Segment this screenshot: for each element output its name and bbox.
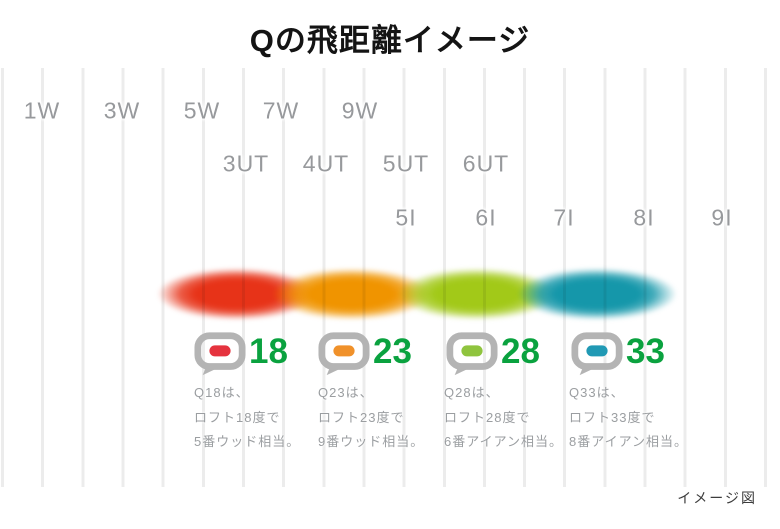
q28-pill	[461, 345, 483, 357]
q33-number: 33	[626, 332, 665, 371]
club-label-5w: 5W	[183, 97, 221, 124]
gridlines	[1, 68, 767, 487]
club-label-7w: 7W	[262, 97, 300, 124]
product-q23: 23	[318, 331, 412, 377]
q18-description: Q18は、 ロフト18度で 5番ウッド相当。	[194, 381, 324, 455]
club-label-3w: 3W	[103, 97, 141, 124]
club-label-5i: 5I	[395, 204, 417, 231]
q23-desc-line3: 9番ウッド相当。	[318, 434, 425, 449]
product-q18: 18	[194, 331, 288, 377]
club-label-9w: 9W	[341, 97, 379, 124]
club-label-8i: 8I	[633, 204, 655, 231]
q23-pill	[333, 345, 355, 357]
q23-desc-line1: Q23は、	[318, 385, 374, 400]
product-q28: 28	[446, 331, 540, 377]
club-label-7i: 7I	[553, 204, 575, 231]
q28-desc-line1: Q28は、	[444, 385, 500, 400]
q28-desc-line2: ロフト28度で	[444, 409, 531, 425]
q-logo-tail	[202, 363, 221, 376]
q23-desc-line2: ロフト23度で	[318, 409, 405, 425]
q33-pill	[586, 345, 608, 357]
product-q33: 33	[571, 331, 665, 377]
q18-number: 18	[249, 332, 288, 371]
image-disclaimer: イメージ図	[677, 490, 757, 506]
q28-description: Q28は、 ロフト28度で 6番アイアン相当。	[444, 381, 574, 455]
club-label-6i: 6I	[475, 204, 497, 231]
q18-pill	[209, 345, 231, 357]
club-label-9i: 9I	[711, 204, 733, 231]
q28-logo-icon	[446, 332, 498, 376]
q33-desc-line1: Q33は、	[569, 385, 625, 400]
q33-logo-icon	[571, 332, 623, 376]
q28-desc-line3: 6番アイアン相当。	[444, 434, 564, 449]
club-label-3ut: 3UT	[222, 150, 270, 177]
q-logo-tail	[579, 363, 598, 376]
q18-desc-line2: ロフト18度で	[194, 409, 281, 425]
q28-number: 28	[501, 332, 540, 371]
q-logo-tail	[326, 363, 345, 376]
q33-desc-line2: ロフト33度で	[569, 409, 656, 425]
page-title: Qの飛距離イメージ	[249, 23, 531, 58]
q18-desc-line1: Q18は、	[194, 385, 250, 400]
q23-number: 23	[373, 332, 412, 371]
q23-logo-icon	[318, 332, 370, 376]
q33-desc-line3: 8番アイアン相当。	[569, 434, 689, 449]
club-label-1w: 1W	[23, 97, 61, 124]
club-label-4ut: 4UT	[302, 150, 350, 177]
q23-description: Q23は、 ロフト23度で 9番ウッド相当。	[318, 381, 448, 455]
club-label-6ut: 6UT	[462, 150, 510, 177]
q18-logo-icon	[194, 332, 246, 376]
q33-description: Q33は、 ロフト33度で 8番アイアン相当。	[569, 381, 699, 455]
q-logo-tail	[454, 363, 473, 376]
q18-desc-line3: 5番ウッド相当。	[194, 434, 301, 449]
club-label-5ut: 5UT	[382, 150, 430, 177]
